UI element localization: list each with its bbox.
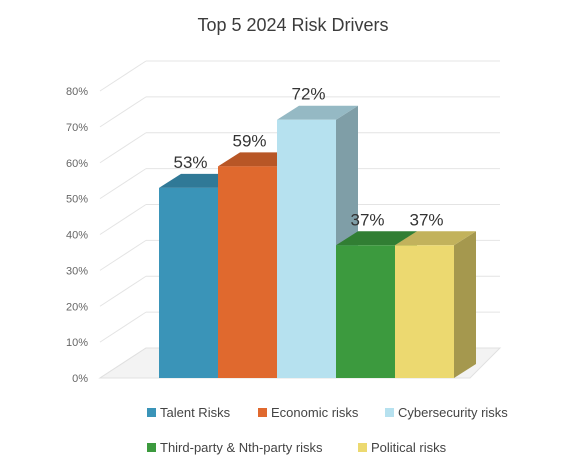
legend-item: Third-party & Nth-party risks (147, 440, 323, 455)
y-tick-label: 70% (66, 122, 88, 134)
legend-label: Third-party & Nth-party risks (160, 440, 323, 455)
data-label: 53% (173, 153, 207, 172)
gridline-diagonal (99, 239, 147, 271)
bar-side (454, 231, 476, 378)
bar-front (336, 245, 395, 378)
legend-label: Cybersecurity risks (398, 405, 508, 420)
bar-front (218, 166, 277, 378)
data-label: 37% (409, 210, 443, 229)
data-label: 59% (232, 131, 266, 150)
legend: Talent Risks Economic risks Cybersecurity … (147, 405, 508, 455)
y-tick-label: 80% (66, 86, 88, 98)
gridline-diagonal (99, 168, 147, 200)
legend-swatch (385, 408, 394, 417)
bar-front (277, 119, 336, 378)
legend-item: Economic risks (258, 405, 359, 420)
gridline-diagonal (99, 275, 147, 307)
legend-label: Economic risks (271, 405, 359, 420)
y-axis: 0% 10% 20% 30% 40% 50% 60% 70% 80% (66, 86, 88, 385)
y-tick-label: 60% (66, 158, 88, 170)
bar-top (336, 231, 417, 246)
y-tick-label: 30% (66, 265, 88, 277)
data-labels: 53% 59% 72% 37% 37% (173, 85, 443, 230)
y-tick-label: 20% (66, 301, 88, 313)
bar (395, 231, 476, 378)
y-tick-label: 40% (66, 230, 88, 242)
legend-swatch (147, 443, 156, 452)
y-tick-label: 10% (66, 337, 88, 349)
data-label: 72% (291, 85, 325, 104)
legend-label: Talent Risks (160, 405, 231, 420)
gridline-diagonal (99, 60, 147, 92)
data-label: 37% (350, 210, 384, 229)
legend-item: Political risks (358, 440, 447, 455)
y-tick-label: 0% (72, 373, 88, 385)
gridline-diagonal (99, 204, 147, 235)
bar-front (159, 187, 218, 378)
bar-front (395, 245, 454, 378)
y-tick-label: 50% (66, 194, 88, 206)
legend-item: Talent Risks (147, 405, 231, 420)
legend-label: Political risks (371, 440, 447, 455)
gridline-diagonal (99, 311, 147, 343)
gridline-diagonal (99, 132, 147, 164)
bar-top (277, 105, 358, 120)
legend-item: Cybersecurity risks (385, 405, 508, 420)
legend-swatch (147, 408, 156, 417)
gridline-diagonal (99, 96, 147, 128)
legend-swatch (258, 408, 267, 417)
bars (159, 105, 476, 378)
legend-swatch (358, 443, 367, 452)
chart-title: Top 5 2024 Risk Drivers (197, 15, 388, 35)
bar-top (395, 231, 476, 246)
